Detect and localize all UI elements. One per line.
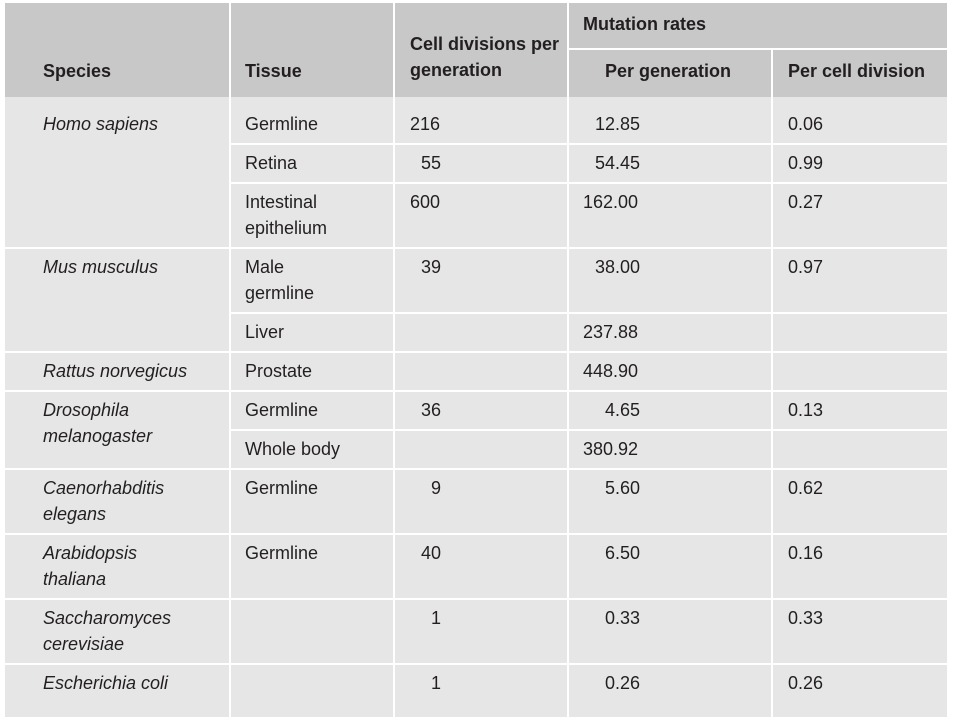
species-cell: Saccharomyces cerevisiae [43, 608, 172, 654]
divider [567, 3, 569, 717]
per-division-cell: 0.16 [788, 543, 824, 563]
per-generation-cell: 12.85 [594, 114, 640, 134]
tissue-cell: Liver [245, 322, 285, 342]
species-cell: Caenorhabditis elegans [43, 478, 165, 524]
divider [5, 390, 947, 392]
tissue-cell: Germline [245, 478, 319, 498]
species-cell: Homo sapiens [43, 114, 159, 134]
per-generation-cell: 0.26 [604, 673, 640, 693]
divider [5, 663, 947, 665]
per-division-cell: 0.13 [788, 400, 824, 420]
divisions-cell: 9 [430, 478, 441, 498]
header-band [5, 3, 947, 97]
divider [231, 429, 947, 431]
per-generation-cell: 162.00 [583, 192, 639, 212]
tissue-cell: Germline [245, 114, 319, 134]
header-species: Species [43, 61, 112, 81]
divider [771, 49, 773, 717]
per-generation-cell: 54.45 [594, 153, 640, 173]
divisions-cell: 1 [430, 673, 441, 693]
header-per-generation: Per generation [605, 61, 732, 81]
divider [5, 247, 947, 249]
tissue-cell: Germline [245, 400, 319, 420]
tissue-cell: Male germline [245, 257, 315, 303]
header-tissue: Tissue [245, 61, 302, 81]
divisions-cell: 40 [420, 543, 441, 563]
divider [5, 468, 947, 470]
tissue-cell: Germline [245, 543, 319, 563]
header-mutation-rates: Mutation rates [583, 14, 707, 34]
tissue-cell: Retina [245, 153, 298, 173]
header-cell-divisions: Cell divisions per generation [410, 34, 560, 80]
species-cell: Mus musculus [43, 257, 159, 277]
per-division-cell: 0.97 [788, 257, 824, 277]
divisions-cell: 36 [420, 400, 441, 420]
per-division-cell: 0.06 [788, 114, 824, 134]
divider [5, 533, 947, 535]
species-cell: Arabidopsis thaliana [43, 543, 138, 589]
tissue-cell: Intestinal epithelium [245, 192, 328, 238]
divisions-cell: 1 [430, 608, 441, 628]
species-cell: Escherichia coli [43, 673, 169, 693]
per-generation-cell: 4.65 [604, 400, 640, 420]
divisions-cell: 55 [420, 153, 441, 173]
per-division-cell: 0.62 [788, 478, 824, 498]
divider [569, 48, 947, 50]
per-generation-cell: 38.00 [594, 257, 640, 277]
tissue-cell: Prostate [245, 361, 313, 381]
divider [231, 182, 947, 184]
per-division-cell: 0.26 [788, 673, 824, 693]
divider [231, 143, 947, 145]
divider [393, 3, 395, 717]
divider [5, 351, 947, 353]
per-division-cell: 0.33 [788, 608, 824, 628]
table-body [5, 97, 947, 717]
per-generation-cell: 237.88 [583, 322, 639, 342]
per-division-cell: 0.27 [788, 192, 824, 212]
species-cell: Drosophila melanogaster [43, 400, 153, 446]
divisions-cell: 600 [410, 192, 441, 212]
divisions-cell: 39 [420, 257, 441, 277]
per-generation-cell: 380.92 [583, 439, 639, 459]
divider [5, 598, 947, 600]
divider [231, 312, 947, 314]
tissue-cell: Whole body [245, 439, 341, 459]
divisions-cell: 216 [410, 114, 441, 134]
per-generation-cell: 5.60 [604, 478, 640, 498]
per-generation-cell: 6.50 [604, 543, 640, 563]
divider [229, 3, 231, 717]
per-generation-cell: 0.33 [604, 608, 640, 628]
per-division-cell: 0.99 [788, 153, 824, 173]
per-generation-cell: 448.90 [583, 361, 639, 381]
header-per-cell-division: Per cell division [788, 61, 926, 81]
species-cell: Rattus norvegicus [43, 361, 188, 381]
